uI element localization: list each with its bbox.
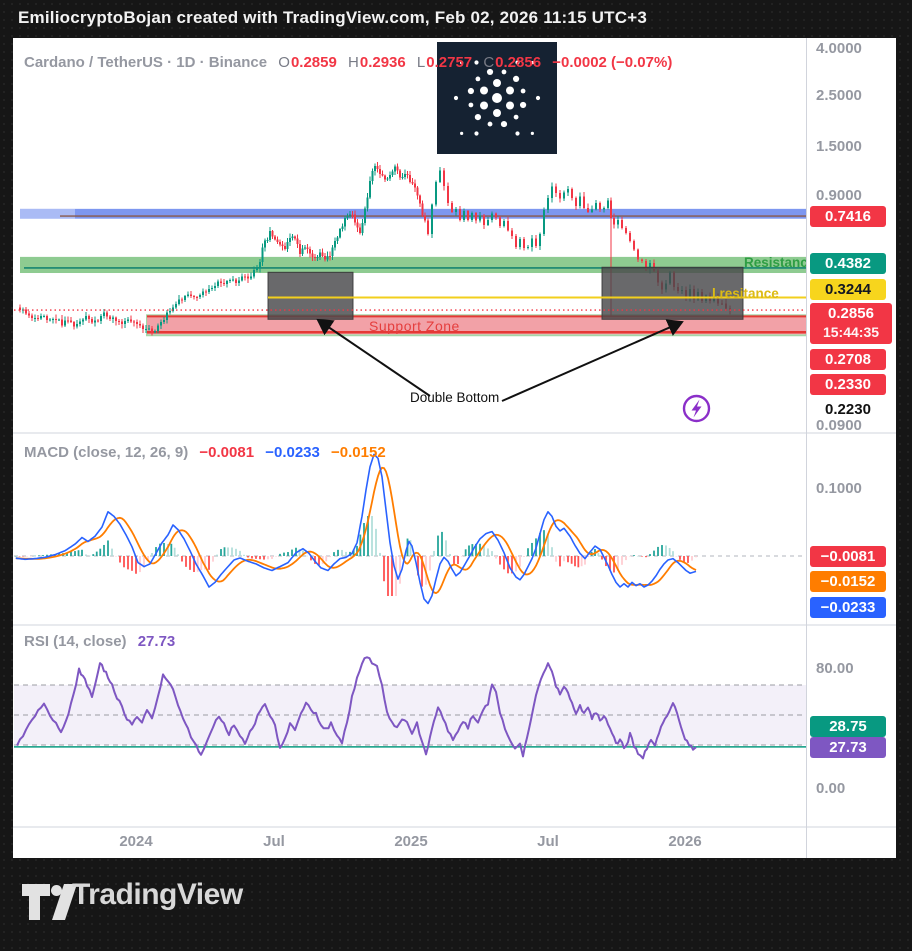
axis-badge: 27.73 bbox=[810, 737, 886, 758]
time-axis-tick: Jul bbox=[537, 833, 559, 850]
resistance-zone-label: Resistance bbox=[744, 255, 806, 270]
change-value: −0.0002 (−0.07%) bbox=[552, 54, 673, 71]
rsi-value: 27.73 bbox=[137, 633, 176, 650]
axis-badge: −0.0233 bbox=[810, 597, 886, 618]
axis-badge: 0.2330 bbox=[810, 374, 886, 395]
axis-badge: 0.2708 bbox=[810, 349, 886, 370]
attribution-bar: EmiliocryptoBojan created with TradingVi… bbox=[18, 8, 647, 27]
macd-signal-value: −0.0152 bbox=[331, 444, 386, 461]
axis-badge: 0.2230 bbox=[810, 399, 886, 420]
footer: TradingView bbox=[0, 858, 912, 951]
local-resistance-label: l.resitance bbox=[712, 286, 779, 301]
tradingview-wordmark[interactable]: TradingView bbox=[72, 878, 243, 911]
open-value: 0.2859 bbox=[290, 54, 337, 71]
time-axis-tick: Jul bbox=[263, 833, 285, 850]
rsi-header[interactable]: RSI (14, close) 27.73 bbox=[24, 633, 182, 653]
macd-title[interactable]: MACD (close, 12, 26, 9) bbox=[24, 444, 189, 461]
axis-badge: 0.7416 bbox=[810, 206, 886, 227]
time-axis-tick: 2025 bbox=[394, 833, 428, 850]
symbol-title[interactable]: Cardano / TetherUS · 1D · Binance bbox=[24, 54, 268, 71]
low-value: 0.2757 bbox=[426, 54, 473, 71]
axis-tick: 0.9000 bbox=[816, 187, 862, 204]
axis-tick: 0.00 bbox=[816, 780, 846, 797]
time-axis-tick: 2026 bbox=[668, 833, 702, 850]
high-value: 0.2936 bbox=[359, 54, 406, 71]
double-bottom-label: Double Bottom bbox=[410, 390, 500, 405]
rsi-title[interactable]: RSI (14, close) bbox=[24, 633, 127, 650]
axis-badge: 28.75 bbox=[810, 716, 886, 737]
axis-tick: 0.0900 bbox=[816, 417, 862, 433]
time-axis-tick: 2024 bbox=[119, 833, 153, 850]
axis-tick: 80.00 bbox=[816, 660, 854, 677]
axis-tick: 1.5000 bbox=[816, 138, 862, 155]
open-label: O bbox=[278, 54, 290, 71]
support-zone-label: Support Zone bbox=[369, 318, 460, 334]
close-value: 0.2856 bbox=[495, 54, 542, 71]
axis-badge: 0.3244 bbox=[810, 279, 886, 300]
macd-header[interactable]: MACD (close, 12, 26, 9) −0.0081 −0.0233 … bbox=[24, 444, 393, 464]
axis-badge: 0.2856 15:44:35 bbox=[810, 303, 892, 344]
macd-hist-value: −0.0081 bbox=[199, 444, 255, 461]
tradingview-logo-icon[interactable] bbox=[20, 880, 80, 924]
axis-tick: 0.1000 bbox=[816, 480, 862, 497]
axis-badge: 0.4382 bbox=[810, 253, 886, 274]
price-scale[interactable]: 4.0000 2.5000 1.5000 0.9000 0.0900 0.7416 0.43… bbox=[807, 38, 896, 433]
axis-tick: 2.5000 bbox=[816, 87, 862, 104]
macd-scale[interactable]: 0.1000 −0.0081 −0.0152 −0.0233 bbox=[807, 433, 896, 625]
rsi-scale[interactable]: 80.00 0.00 28.75 27.73 bbox=[807, 625, 896, 827]
axis-badge: −0.0081 bbox=[810, 546, 886, 567]
macd-line-value: −0.0233 bbox=[265, 444, 320, 461]
close-label: C bbox=[483, 54, 495, 71]
symbol-header[interactable]: Cardano / TetherUS · 1D · Binance O0.285… bbox=[24, 54, 679, 74]
axis-badge: −0.0152 bbox=[810, 571, 886, 592]
axis-tick: 4.0000 bbox=[816, 40, 862, 57]
low-label: L bbox=[416, 54, 426, 71]
high-label: H bbox=[348, 54, 359, 71]
time-axis[interactable]: 2024 Jul 2025 Jul 2026 bbox=[13, 827, 806, 858]
